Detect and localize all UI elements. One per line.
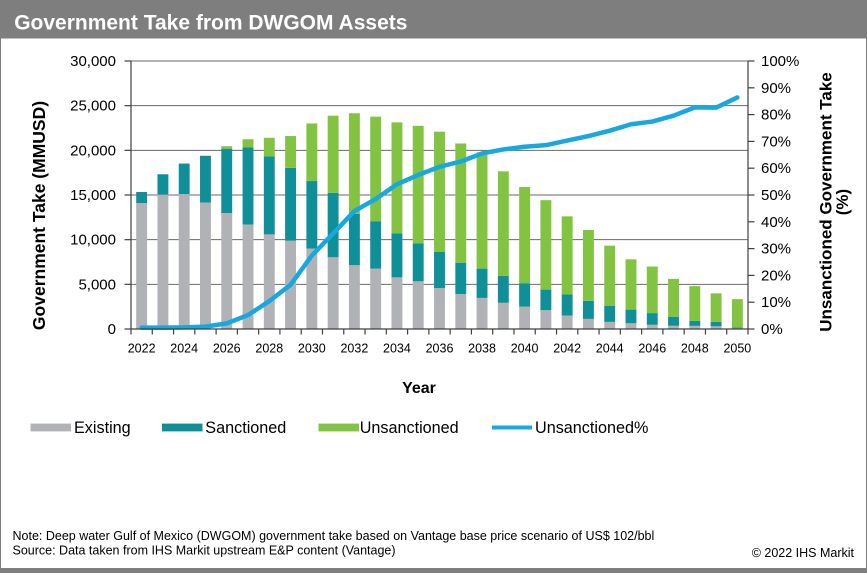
svg-text:2050: 2050 [723,342,751,356]
svg-text:2030: 2030 [298,342,326,356]
svg-text:100%: 100% [761,53,799,70]
svg-text:Source: Data taken from IHS Ma: Source: Data taken from IHS Markit upstr… [13,544,396,558]
svg-text:60%: 60% [761,160,791,177]
svg-text:2044: 2044 [596,342,624,356]
svg-text:2042: 2042 [553,342,581,356]
svg-text:2036: 2036 [426,342,454,356]
svg-text:20%: 20% [761,267,791,284]
svg-text:Note: Deep water Gulf of Mexic: Note: Deep water Gulf of Mexico (DWGOM) … [13,529,655,543]
svg-text:Year: Year [402,380,436,397]
svg-text:2026: 2026 [213,342,241,356]
svg-text:10%: 10% [761,294,791,311]
svg-text:© 2022 IHS Markit: © 2022 IHS Markit [752,546,855,560]
svg-text:40%: 40% [761,214,791,231]
svg-text:30%: 30% [761,241,791,258]
svg-text:25,000: 25,000 [70,98,116,115]
svg-text:2034: 2034 [383,342,411,356]
svg-text:15,000: 15,000 [70,187,116,204]
svg-text:Government Take (MMUSD): Government Take (MMUSD) [29,101,49,330]
svg-text:2040: 2040 [511,342,539,356]
svg-text:50%: 50% [761,187,791,204]
svg-text:2028: 2028 [255,342,283,356]
svg-text:Existing: Existing [74,419,131,437]
svg-text:30,000: 30,000 [70,53,116,70]
svg-text:(%): (%) [833,189,852,215]
svg-text:0%: 0% [761,321,783,338]
svg-text:80%: 80% [761,107,791,124]
svg-text:90%: 90% [761,80,791,97]
svg-text:2048: 2048 [681,342,709,356]
svg-text:Unsanctioned Government Take: Unsanctioned Government Take [817,72,836,331]
svg-text:20,000: 20,000 [70,142,116,159]
svg-text:2022: 2022 [128,342,156,356]
svg-text:0: 0 [108,321,116,338]
svg-text:Sanctioned: Sanctioned [205,419,286,437]
svg-text:2024: 2024 [170,342,198,356]
svg-text:10,000: 10,000 [70,232,116,249]
svg-text:2032: 2032 [340,342,368,356]
svg-text:Government Take from DWGOM Ass: Government Take from DWGOM Assets [14,11,407,34]
svg-text:Unsanctioned: Unsanctioned [360,419,459,437]
svg-text:2038: 2038 [468,342,496,356]
svg-text:5,000: 5,000 [78,276,116,293]
svg-text:2046: 2046 [638,342,666,356]
svg-text:70%: 70% [761,133,791,150]
svg-text:Unsanctioned%: Unsanctioned% [535,419,648,437]
